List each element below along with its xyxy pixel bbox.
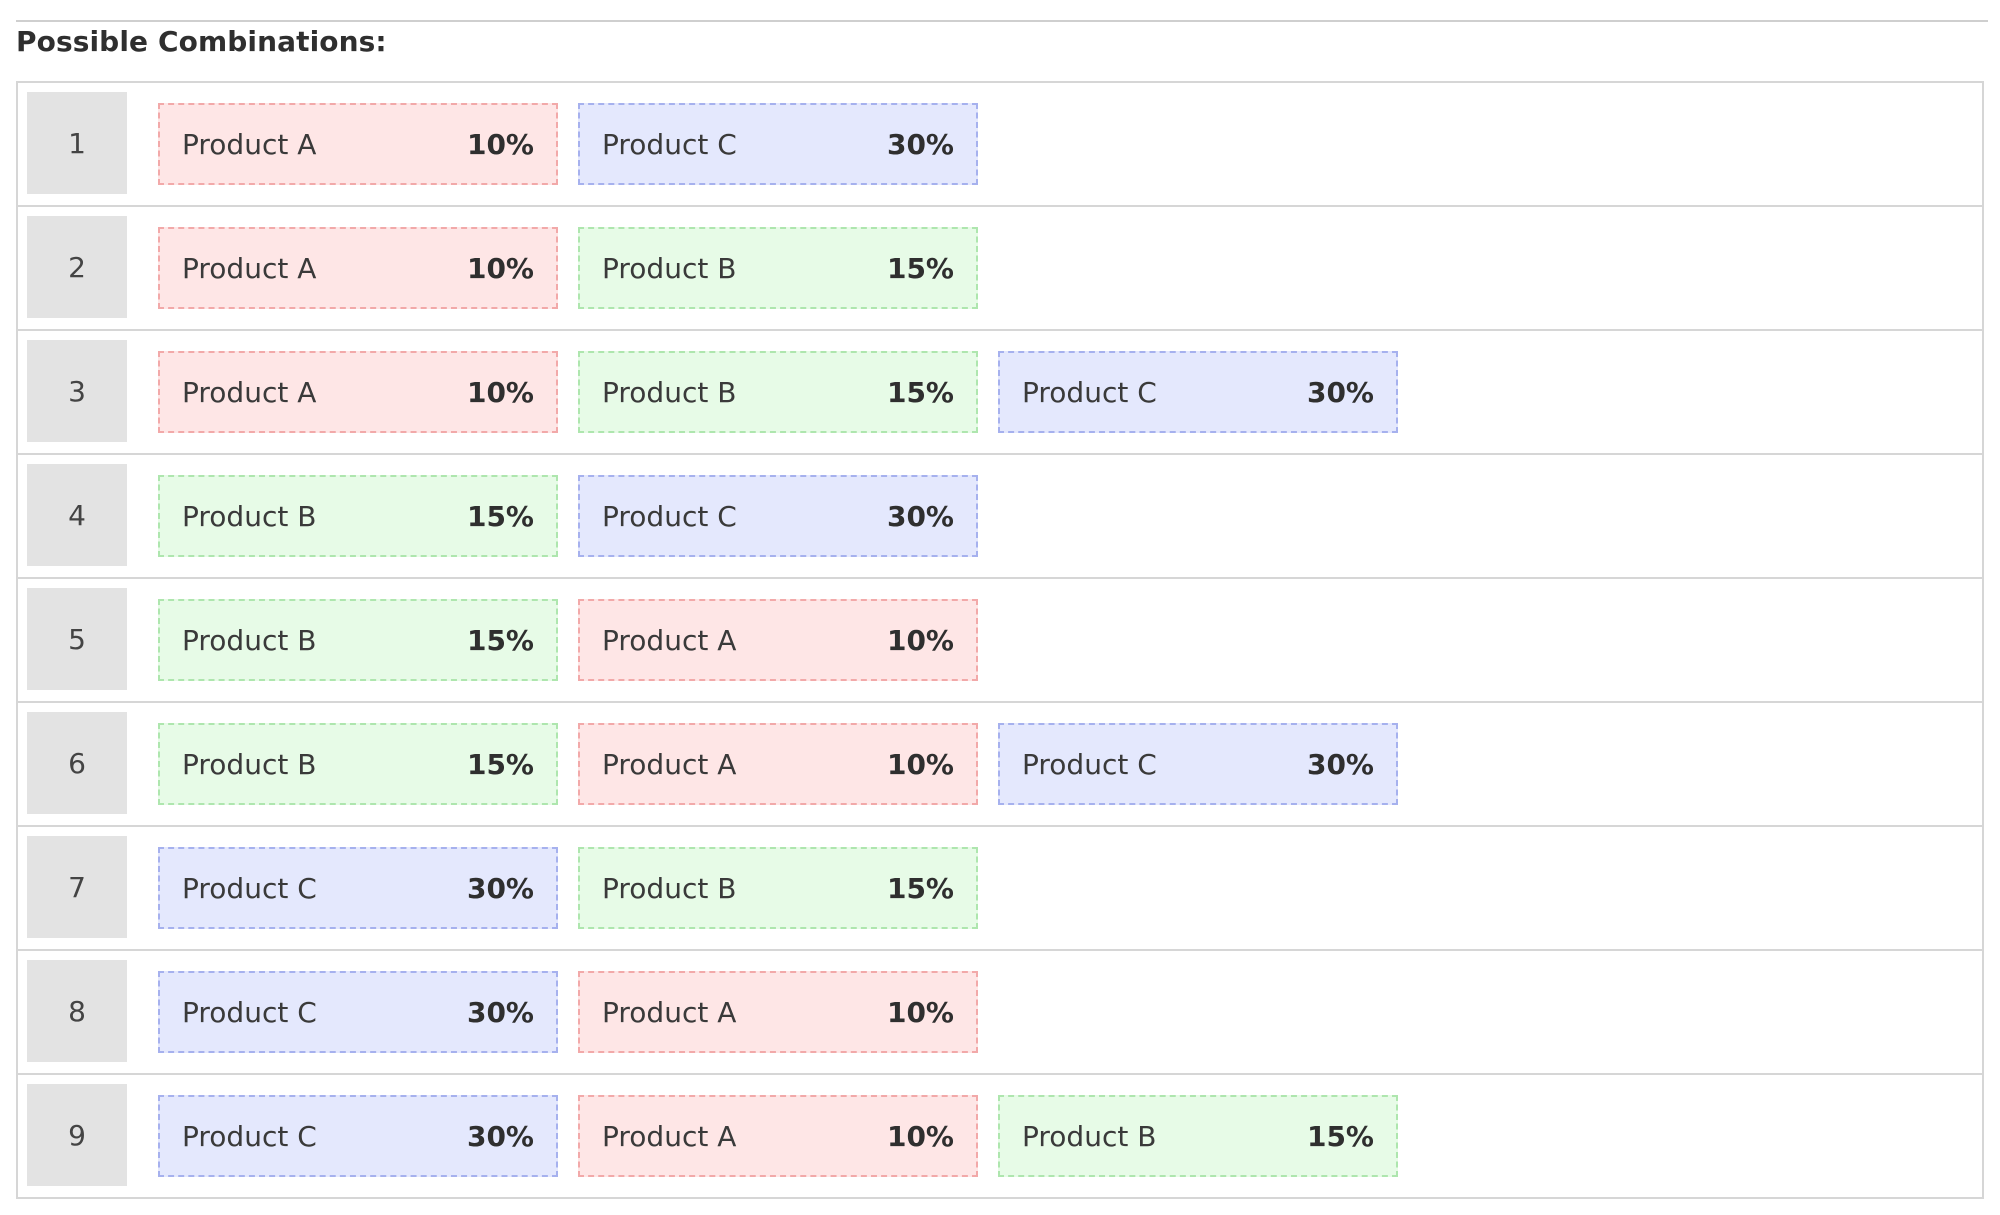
product-name: Product B [182,623,317,657]
product-chip-b: Product B 15% [578,227,978,309]
product-chip-a: Product A 10% [578,971,978,1053]
product-name: Product A [182,251,317,285]
product-chip-b: Product B 15% [158,599,558,681]
combination-number: 9 [27,1084,127,1186]
product-chip-b: Product B 15% [158,475,558,557]
combination-number: 1 [27,92,127,194]
combination-products: Product B 15% Product A 10% Product C 30% [158,723,1398,805]
combination-products: Product C 30% Product B 15% [158,847,978,929]
combination-number: 7 [27,836,127,938]
product-percentage: 30% [886,499,954,533]
product-chip-c: Product C 30% [158,847,558,929]
combination-row: 2 Product A 10% Product B 15% [18,207,1982,331]
product-chip-a: Product A 10% [578,723,978,805]
product-percentage: 30% [466,995,534,1029]
product-chip-a: Product A 10% [158,227,558,309]
product-name: Product A [182,375,317,409]
product-chip-c: Product C 30% [158,971,558,1053]
product-name: Product A [602,747,737,781]
product-chip-c: Product C 30% [158,1095,558,1177]
product-name: Product C [1022,747,1157,781]
product-name: Product B [602,251,737,285]
combination-products: Product C 30% Product A 10% [158,971,978,1053]
product-name: Product C [182,871,317,905]
combination-products: Product B 15% Product C 30% [158,475,978,557]
combination-number: 4 [27,464,127,566]
product-chip-a: Product A 10% [158,351,558,433]
product-chip-a: Product A 10% [578,1095,978,1177]
product-chip-b: Product B 15% [998,1095,1398,1177]
top-divider [16,20,1988,22]
product-percentage: 15% [466,623,534,657]
combination-row: 4 Product B 15% Product C 30% [18,455,1982,579]
product-name: Product A [602,1119,737,1153]
combination-row: 7 Product C 30% Product B 15% [18,827,1982,951]
product-name: Product B [602,871,737,905]
product-chip-c: Product C 30% [998,351,1398,433]
product-percentage: 10% [466,127,534,161]
product-chip-b: Product B 15% [578,351,978,433]
product-percentage: 10% [886,1119,954,1153]
combination-row: 1 Product A 10% Product C 30% [18,83,1982,207]
product-chip-b: Product B 15% [158,723,558,805]
combination-products: Product A 10% Product B 15% Product C 30% [158,351,1398,433]
product-percentage: 15% [466,747,534,781]
combination-row: 3 Product A 10% Product B 15% Product C 30% [18,331,1982,455]
product-name: Product C [1022,375,1157,409]
product-percentage: 15% [1306,1119,1374,1153]
combination-row: 6 Product B 15% Product A 10% Product C 30% [18,703,1982,827]
combinations-list: 1 Product A 10% Product C 30% 2 Product A 10% Pr… [16,81,1984,1199]
product-percentage: 15% [886,251,954,285]
product-name: Product C [602,127,737,161]
product-percentage: 30% [1306,747,1374,781]
product-percentage: 10% [886,623,954,657]
product-name: Product B [182,499,317,533]
product-percentage: 10% [466,375,534,409]
product-percentage: 15% [886,375,954,409]
combination-number: 8 [27,960,127,1062]
product-name: Product B [602,375,737,409]
product-chip-c: Product C 30% [578,475,978,557]
combination-number: 2 [27,216,127,318]
product-percentage: 30% [466,871,534,905]
product-percentage: 15% [466,499,534,533]
product-name: Product A [602,995,737,1029]
product-name: Product A [182,127,317,161]
product-chip-c: Product C 30% [998,723,1398,805]
combination-products: Product A 10% Product B 15% [158,227,978,309]
product-chip-a: Product A 10% [578,599,978,681]
combination-row: 9 Product C 30% Product A 10% Product B 15% [18,1075,1982,1197]
product-name: Product B [1022,1119,1157,1153]
product-percentage: 10% [886,995,954,1029]
combination-row: 8 Product C 30% Product A 10% [18,951,1982,1075]
combination-products: Product B 15% Product A 10% [158,599,978,681]
product-chip-b: Product B 15% [578,847,978,929]
product-percentage: 30% [1306,375,1374,409]
product-name: Product C [182,995,317,1029]
combination-number: 6 [27,712,127,814]
product-percentage: 15% [886,871,954,905]
product-percentage: 30% [466,1119,534,1153]
product-percentage: 10% [466,251,534,285]
product-chip-c: Product C 30% [578,103,978,185]
product-name: Product A [602,623,737,657]
combination-number: 3 [27,340,127,442]
product-percentage: 30% [886,127,954,161]
combination-products: Product A 10% Product C 30% [158,103,978,185]
combination-number: 5 [27,588,127,690]
section-heading: Possible Combinations: [16,25,387,58]
product-name: Product B [182,747,317,781]
product-percentage: 10% [886,747,954,781]
product-name: Product C [182,1119,317,1153]
combination-row: 5 Product B 15% Product A 10% [18,579,1982,703]
product-name: Product C [602,499,737,533]
product-chip-a: Product A 10% [158,103,558,185]
combination-products: Product C 30% Product A 10% Product B 15% [158,1095,1398,1177]
